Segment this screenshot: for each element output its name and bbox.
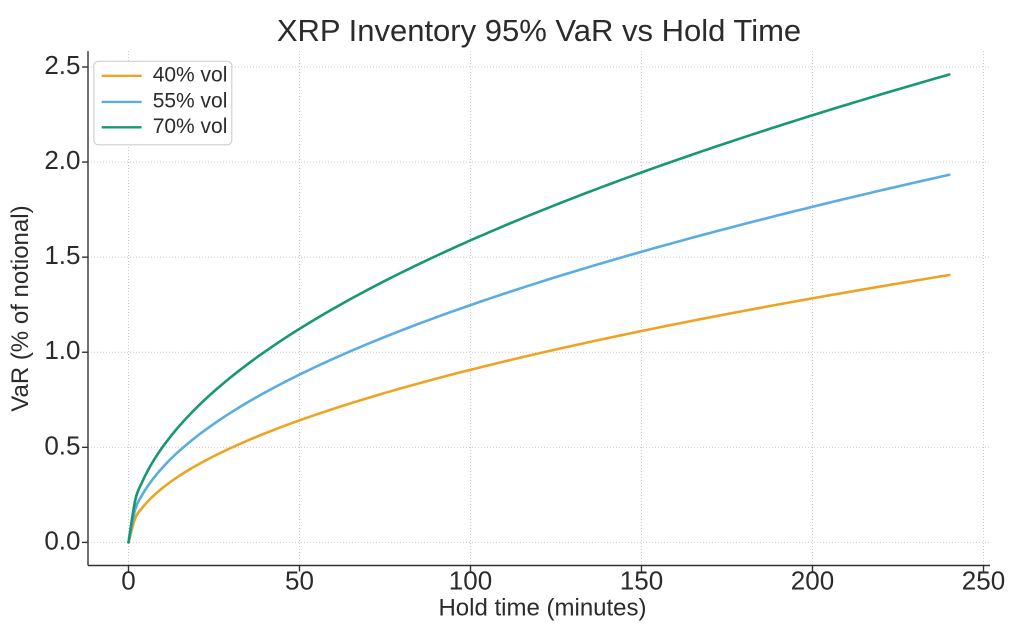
svg-text:100: 100 [449, 566, 492, 596]
svg-text:XRP Inventory 95% VaR vs Hold: XRP Inventory 95% VaR vs Hold Time [277, 13, 801, 48]
svg-text:Hold time (minutes): Hold time (minutes) [438, 595, 646, 622]
svg-text:250: 250 [962, 566, 1005, 596]
svg-text:200: 200 [791, 566, 834, 596]
svg-text:0.5: 0.5 [44, 430, 80, 460]
svg-text:1.5: 1.5 [44, 240, 80, 270]
svg-text:70% vol: 70% vol [153, 115, 228, 138]
svg-text:2.0: 2.0 [44, 145, 80, 175]
svg-text:0: 0 [121, 566, 135, 596]
svg-text:150: 150 [620, 566, 663, 596]
svg-text:50: 50 [285, 566, 314, 596]
svg-text:55% vol: 55% vol [153, 90, 228, 113]
svg-text:40% vol: 40% vol [153, 63, 228, 86]
svg-text:1.0: 1.0 [44, 335, 80, 365]
svg-text:0.0: 0.0 [44, 525, 80, 555]
svg-text:2.5: 2.5 [44, 50, 80, 80]
svg-text:VaR (% of notional): VaR (% of notional) [7, 205, 34, 411]
